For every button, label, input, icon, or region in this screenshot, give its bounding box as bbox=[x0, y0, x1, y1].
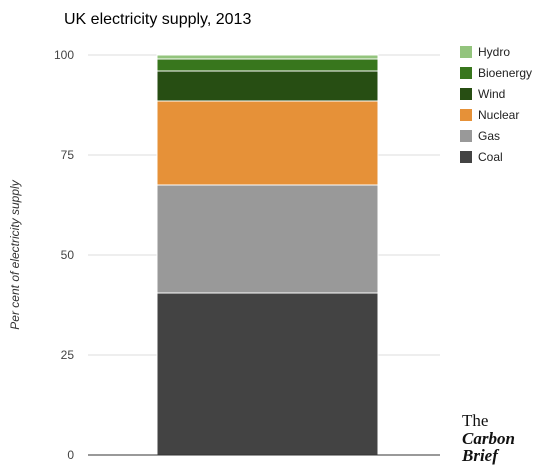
legend-swatch-nuclear bbox=[460, 109, 472, 121]
y-tick-label: 100 bbox=[54, 48, 74, 62]
y-tick-label: 50 bbox=[61, 248, 75, 262]
legend: Hydro Bioenergy Wind Nuclear Gas Coal bbox=[460, 45, 532, 164]
bar-segment-coal bbox=[156, 292, 379, 456]
legend-label-nuclear: Nuclear bbox=[478, 108, 519, 122]
legend-label-hydro: Hydro bbox=[478, 45, 510, 59]
stacked-bar bbox=[156, 54, 379, 456]
legend-swatch-coal bbox=[460, 151, 472, 163]
logo-line-carbon: Carbon bbox=[462, 429, 515, 448]
bar-segment-wind bbox=[156, 70, 379, 102]
bar-segment-nuclear bbox=[156, 100, 379, 186]
y-tick-label: 0 bbox=[67, 448, 74, 462]
legend-swatch-hydro bbox=[460, 46, 472, 58]
y-axis-label: Per cent of electricity supply bbox=[8, 179, 22, 329]
legend-label-wind: Wind bbox=[478, 87, 505, 101]
logo-line-the: The bbox=[462, 411, 489, 430]
legend-swatch-bioenergy bbox=[460, 67, 472, 79]
legend-swatch-wind bbox=[460, 88, 472, 100]
y-tick-label: 75 bbox=[61, 148, 75, 162]
legend-label-coal: Coal bbox=[478, 150, 503, 164]
carbon-brief-logo: The Carbon Brief bbox=[462, 412, 542, 464]
logo-line-brief: Brief bbox=[462, 446, 498, 465]
legend-swatch-gas bbox=[460, 130, 472, 142]
legend-label-bioenergy: Bioenergy bbox=[478, 66, 532, 80]
chart-title: UK electricity supply, 2013 bbox=[64, 11, 251, 28]
y-axis-ticks: 0 25 50 75 100 bbox=[54, 48, 74, 462]
bar-segment-gas bbox=[156, 184, 379, 294]
bar-segment-hydro bbox=[156, 54, 379, 60]
y-tick-label: 25 bbox=[61, 348, 75, 362]
bar-segment-bioenergy bbox=[156, 58, 379, 72]
legend-label-gas: Gas bbox=[478, 129, 500, 143]
